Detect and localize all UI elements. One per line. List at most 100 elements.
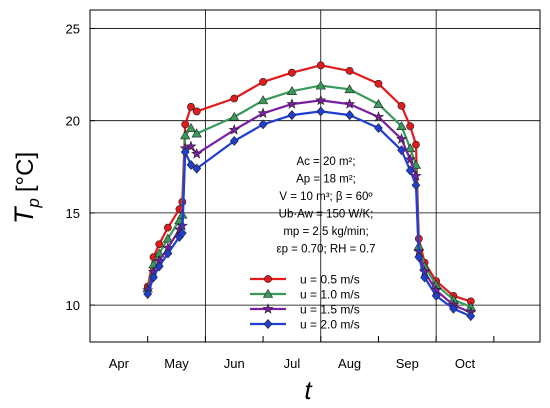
data-point-4-9 <box>192 163 202 174</box>
data-point-3-8 <box>185 140 197 152</box>
data-point-1-14 <box>345 66 354 75</box>
legend-label-2: u = 1.0 m/s <box>300 288 360 302</box>
legend-entry-2: u = 1.0 m/s <box>250 288 360 302</box>
data-point-4-22 <box>449 303 458 314</box>
x-tick-label-aug: Aug <box>338 356 361 371</box>
annotation-line-6: εp = 0.70; RH = 0.7 <box>276 244 375 256</box>
annotation-line-1: Ac = 20 m²; <box>296 156 355 168</box>
data-point-1-18 <box>412 140 420 149</box>
data-point-3-16 <box>395 133 408 144</box>
data-point-2-13 <box>315 80 326 90</box>
data-point-3-11 <box>257 107 269 119</box>
svg-text:Tp[°C]: Tp [°C] <box>9 152 43 224</box>
data-point-3-15 <box>372 111 385 122</box>
data-point-4-23 <box>466 311 476 322</box>
y-axis: 10 15 20 25 <box>66 21 95 313</box>
y-tick-label-15: 15 <box>66 206 80 221</box>
legend: u = 0.5 m/su = 1.0 m/su = 1.5 m/su = 2.0… <box>250 273 360 332</box>
data-point-3-10 <box>228 124 240 135</box>
x-tick-label-apr: Apr <box>109 356 130 371</box>
series-layer <box>142 61 477 322</box>
legend-marker-1 <box>264 275 272 283</box>
annotation-line-2: Ap = 18 m²; <box>296 174 356 186</box>
legend-entry-1: u = 0.5 m/s <box>250 273 360 287</box>
data-point-1-7 <box>181 120 190 129</box>
data-point-2-10 <box>229 111 240 121</box>
x-axis: Apr May Jun Jul Aug Sep Oct <box>89 336 495 371</box>
y-axis-title-sub: p <box>24 198 43 208</box>
data-point-1-4 <box>163 223 172 232</box>
y-axis-title-main: T <box>9 205 39 224</box>
data-point-4-3 <box>154 261 164 272</box>
data-point-1-12 <box>288 68 296 77</box>
y-tick-label-20: 20 <box>66 114 80 129</box>
data-point-2-17 <box>405 143 416 153</box>
data-point-4-2 <box>149 272 158 283</box>
data-point-1-15 <box>374 79 383 88</box>
data-point-4-18 <box>411 180 421 191</box>
data-point-4-4 <box>163 248 173 259</box>
annotation-line-3: V = 10 m³; β = 60º <box>279 191 373 203</box>
data-point-4-13 <box>316 106 326 117</box>
data-point-1-9 <box>192 107 201 116</box>
data-point-3-12 <box>286 98 298 109</box>
legend-marker-3 <box>262 303 274 314</box>
data-point-3-14 <box>344 98 356 109</box>
y-axis-title-unit: [°C] <box>12 152 39 192</box>
data-point-1-16 <box>397 102 406 110</box>
data-point-4-8 <box>186 159 196 170</box>
x-tick-label-jul: Jul <box>284 356 301 371</box>
x-tick-label-jun: Jun <box>224 356 245 371</box>
legend-marker-2 <box>262 288 274 298</box>
data-point-3-13 <box>315 94 327 106</box>
data-point-1-3 <box>155 240 164 249</box>
data-point-2-12 <box>286 86 298 95</box>
legend-entry-4: u = 2.0 m/s <box>250 318 360 332</box>
data-point-4-15 <box>374 123 383 133</box>
data-point-2-8 <box>185 122 197 132</box>
data-point-4-11 <box>258 119 268 130</box>
x-tick-label-may: May <box>164 356 189 371</box>
plot-frame <box>89 9 541 343</box>
data-point-4-12 <box>287 110 297 121</box>
y-tick-label-25: 25 <box>66 21 80 36</box>
x-tick-label-oct: Oct <box>455 356 476 371</box>
data-point-4-14 <box>345 110 355 121</box>
data-point-4-6 <box>177 228 187 239</box>
legend-label-1: u = 0.5 m/s <box>300 273 360 287</box>
data-point-3-9 <box>191 148 203 159</box>
data-point-1-8 <box>187 102 195 111</box>
data-point-4-1 <box>143 289 153 299</box>
data-point-3-17 <box>404 153 416 165</box>
annotation-line-4: Ub·Aw = 150 W/K; <box>279 209 374 221</box>
data-point-2-14 <box>344 84 355 94</box>
series-4 <box>143 106 476 322</box>
data-point-4-21 <box>431 290 441 301</box>
parameter-annotations: Ac = 20 m²; Ap = 18 m²; V = 10 m³; β = 60º… <box>276 156 375 256</box>
data-point-1-10 <box>230 94 239 103</box>
data-point-1-17 <box>406 122 415 131</box>
legend-label-4: u = 2.0 m/s <box>300 318 360 332</box>
data-point-2-15 <box>373 98 384 108</box>
data-point-4-10 <box>229 136 239 146</box>
data-point-4-17 <box>405 165 415 176</box>
data-point-2-11 <box>257 95 269 105</box>
x-axis-title: t <box>304 375 313 405</box>
data-point-2-7 <box>180 130 191 140</box>
data-point-4-20 <box>420 272 430 283</box>
legend-label-3: u = 1.5 m/s <box>300 303 360 317</box>
x-tick-label-sep: Sep <box>396 356 419 371</box>
data-point-4-19 <box>414 252 424 263</box>
data-point-4-16 <box>397 145 406 156</box>
data-point-2-16 <box>396 121 407 130</box>
legend-entry-3: u = 1.5 m/s <box>250 303 360 317</box>
data-point-2-9 <box>191 128 202 138</box>
legend-marker-4 <box>263 319 273 329</box>
y-axis-title: Tp [°C] <box>9 152 43 224</box>
data-point-1-11 <box>259 78 267 86</box>
data-point-4-7 <box>180 147 190 157</box>
annotation-line-5: mp = 2.5 kg/min; <box>283 226 368 238</box>
data-point-1-13 <box>316 61 325 70</box>
y-tick-label-10: 10 <box>66 298 80 313</box>
